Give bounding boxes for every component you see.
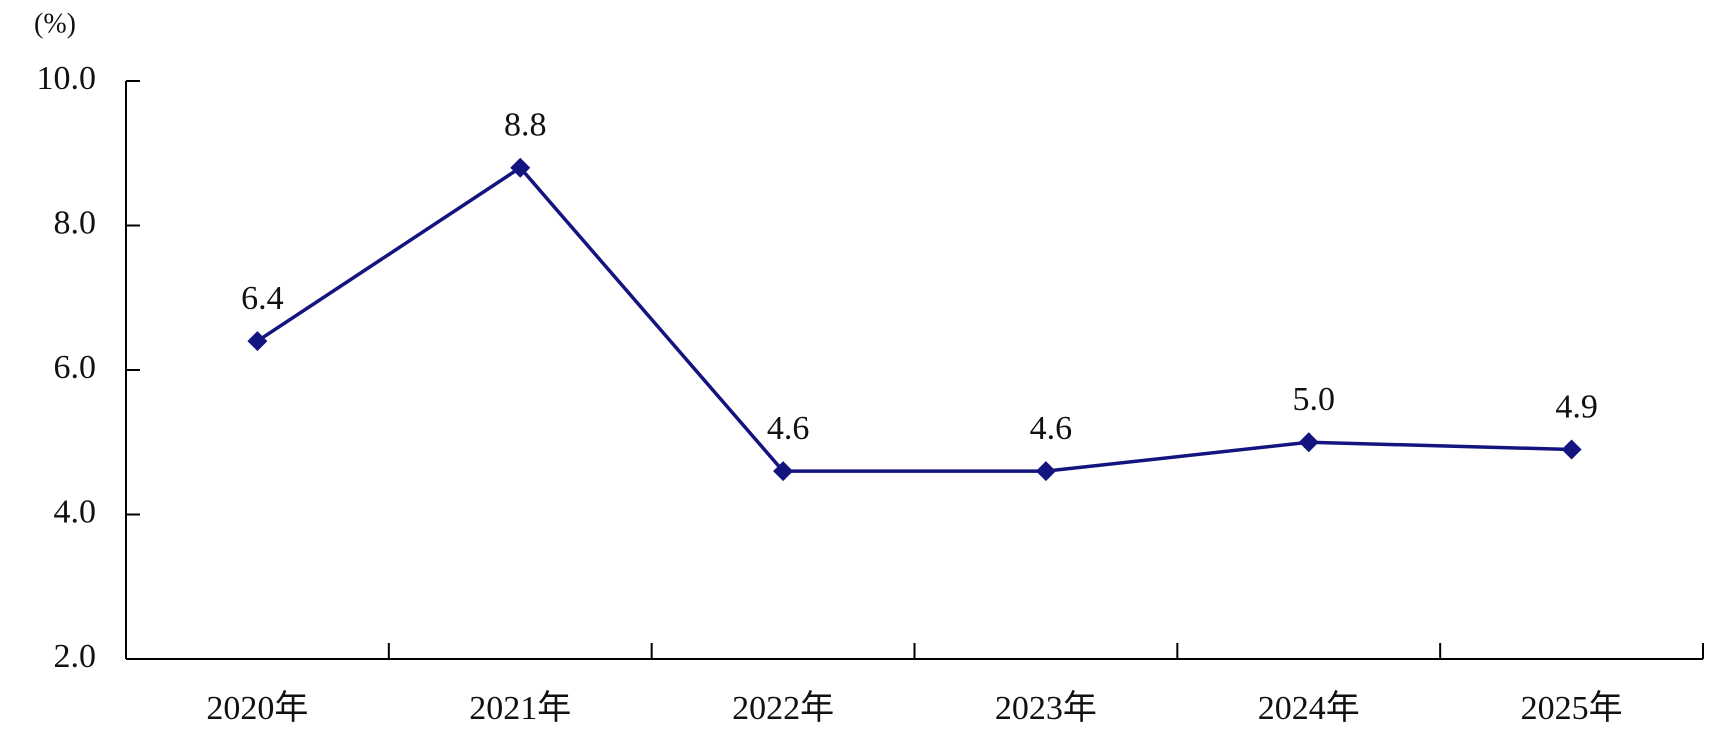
marker <box>247 331 268 352</box>
y-axis-label: (%) <box>34 8 76 39</box>
data-label: 6.4 <box>241 280 284 317</box>
x-tick-label: 2020年 <box>206 689 308 727</box>
x-tick-label: 2023年 <box>995 689 1097 727</box>
y-tick-label: 10.0 <box>37 60 97 97</box>
y-tick-label: 6.0 <box>54 349 97 386</box>
y-tick-label: 4.0 <box>54 493 97 530</box>
data-label: 8.8 <box>504 106 547 143</box>
marker <box>1561 439 1582 460</box>
line <box>256 165 1572 473</box>
data-label: 4.9 <box>1555 388 1598 425</box>
marker <box>510 157 531 178</box>
marker <box>1298 432 1319 453</box>
y-tick-label: 8.0 <box>54 204 97 241</box>
y-tick-label: 2.0 <box>54 638 97 675</box>
data-label: 4.6 <box>1030 410 1073 447</box>
x-tick-label: 2021年 <box>469 689 571 727</box>
marker <box>773 461 794 482</box>
data-label: 4.6 <box>767 410 810 447</box>
marker <box>1035 461 1056 482</box>
x-tick-label: 2025年 <box>1521 689 1623 727</box>
x-tick-label: 2024年 <box>1258 689 1360 727</box>
x-tick-label: 2022年 <box>732 689 834 727</box>
data-label: 5.0 <box>1293 381 1336 418</box>
